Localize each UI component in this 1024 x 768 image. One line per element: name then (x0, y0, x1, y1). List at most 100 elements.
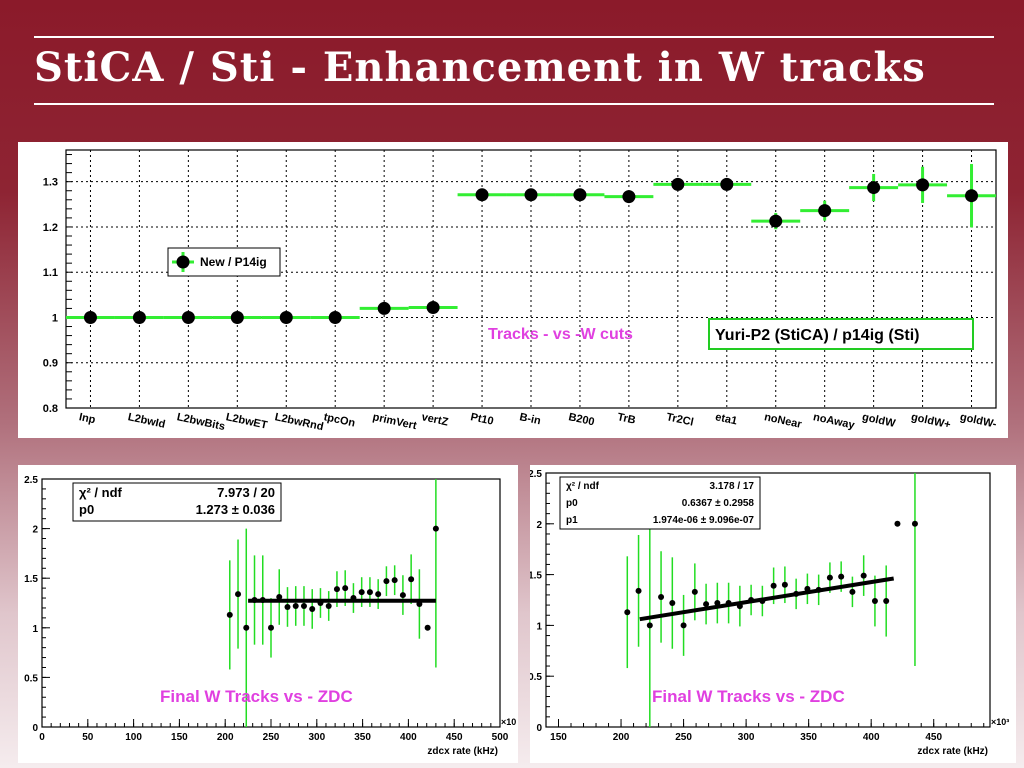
y-tick-label: 0.8 (43, 403, 58, 415)
data-point (635, 587, 642, 594)
x-tick-label: 100 (125, 732, 142, 743)
data-point (181, 310, 195, 324)
y-tick-label: 1 (536, 621, 542, 632)
data-point (658, 593, 665, 600)
x-tick-label: Tr2Cl (665, 411, 694, 428)
x-tick-label: 450 (925, 732, 942, 743)
data-point (622, 190, 636, 204)
x-axis-label: zdcx rate (kHz) (427, 746, 498, 757)
y-tick-label: 2 (536, 520, 542, 531)
data-point (624, 609, 631, 616)
title-rule-top (34, 36, 994, 38)
x-tick-label: 0 (39, 732, 45, 743)
x-tick-label: L2bwId (127, 411, 167, 431)
chart-annotation: Tracks - vs -W cuts (488, 326, 633, 343)
x-tick-label: 150 (171, 732, 188, 743)
x-tick-label: L2bwBits (176, 411, 226, 433)
zdc-linear-fit-panel: 0 0.5 1 1.5 2 2.5 150 200 250 300 350 400 450 ×10³ zdc… (530, 465, 1016, 763)
chart-annotation: Final W Tracks vs - ZDC (160, 687, 353, 706)
data-point (342, 585, 349, 592)
stats-box: χ² / ndf 3.178 / 17 p0 0.6367 ± 0.2958 p1 1.9… (559, 476, 761, 530)
x-tick-label: 150 (550, 732, 567, 743)
data-point (818, 204, 832, 218)
stats-label: p1 (566, 515, 578, 526)
y-tick-label: 1.5 (24, 574, 38, 585)
data-point (883, 598, 890, 605)
data-point (383, 578, 390, 585)
x-tick-label: 450 (446, 732, 463, 743)
data-point (860, 572, 867, 579)
x-tick-label: 200 (613, 732, 630, 743)
data-point (781, 581, 788, 588)
data-point (691, 588, 698, 595)
data-point (399, 592, 406, 599)
x-tick-label: primVert (372, 411, 418, 432)
data-point (377, 301, 391, 315)
x-tick-label: eta1 (714, 411, 738, 427)
title-rule-bottom (34, 103, 994, 105)
data-point (132, 310, 146, 324)
data-point (769, 214, 783, 228)
data-point (268, 624, 274, 631)
y-tick-label: 1 (52, 312, 58, 324)
legend-marker (176, 255, 190, 269)
data-point (871, 598, 878, 605)
y-tick-label: 2 (32, 525, 38, 536)
stats-label: χ² / ndf (566, 481, 600, 492)
data-point (358, 589, 365, 596)
data-point (867, 181, 881, 195)
data-point (325, 602, 332, 609)
stats-frame (72, 482, 282, 522)
legend: New / P14ig (167, 247, 281, 277)
data-point (720, 177, 734, 191)
data-point (243, 624, 250, 631)
data-point (911, 520, 918, 527)
cuts-ratio-chart-panel: 0.8 0.9 1 1.1 1.2 1.3 Inp L2bwId L2bwBits L2bwET L… (18, 142, 1008, 438)
stats-label: p0 (566, 498, 578, 509)
y-tick-label: 0.5 (530, 672, 542, 683)
y-tick-label: 2.5 (530, 469, 542, 480)
stats-frame (559, 476, 761, 530)
data-point (646, 622, 653, 629)
data-point (426, 301, 440, 315)
x-tick-label: 350 (354, 732, 371, 743)
x-exponent: ×10 (501, 717, 516, 727)
fit-line (639, 576, 895, 622)
x-tick-label: noNear (763, 411, 803, 431)
data-point (671, 177, 685, 191)
x-tick-label: B-in (518, 411, 542, 427)
data-point (838, 573, 845, 580)
data-point (916, 178, 930, 192)
data-point (965, 189, 979, 203)
x-axis-label: zdcx rate (kHz) (917, 746, 988, 757)
x-tick-label: 400 (863, 732, 880, 743)
data-point (83, 310, 97, 324)
y-tick-label: 1.2 (43, 222, 58, 234)
data-point (669, 600, 676, 607)
x-tick-label: goldW+ (910, 411, 952, 431)
data-point (408, 576, 415, 583)
plot-frame (65, 149, 997, 409)
y-tick-label: 1.5 (530, 571, 542, 582)
data-point (300, 602, 307, 609)
x-tick-label: noAway (812, 411, 856, 432)
data-point (432, 525, 439, 532)
zdc-constant-fit-panel: 0 0.5 1 1.5 2 2.5 0 50 100 150 200 250 300 350 400 450 5… (18, 465, 518, 763)
stats-value: 3.178 / 17 (710, 481, 755, 492)
x-tick-label: 300 (738, 732, 755, 743)
legend-box (167, 247, 281, 277)
stats-value: 7.973 / 20 (217, 485, 275, 500)
data-point (375, 591, 382, 598)
data-point (849, 588, 856, 595)
x-tick-label: L2bwRnd (274, 411, 325, 433)
x-tick-label: 300 (308, 732, 325, 743)
data-point (309, 605, 316, 612)
x-tick-label: 50 (82, 732, 94, 743)
data-point (424, 624, 431, 631)
data-point (276, 594, 283, 601)
x-tick-label: goldW- (959, 411, 998, 431)
stats-box: χ² / ndf 7.973 / 20 p0 1.273 ± 0.036 (72, 482, 282, 522)
label-box (708, 318, 974, 350)
data-point (284, 603, 291, 610)
y-tick-label: 1.3 (43, 177, 58, 189)
